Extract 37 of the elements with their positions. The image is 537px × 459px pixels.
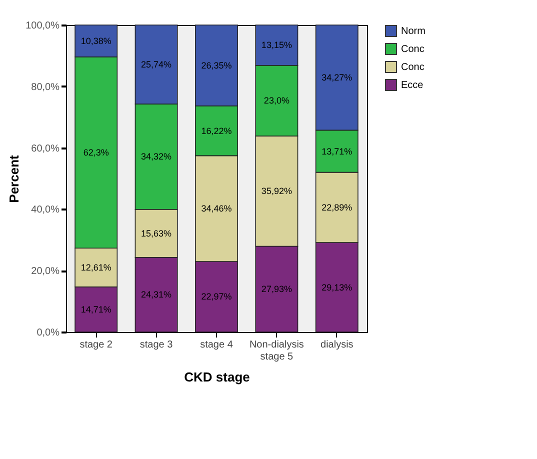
data-label: 25,74% (141, 60, 172, 70)
y-tick-label: 20,0% (31, 266, 60, 278)
x-tick-label: dialysis (320, 340, 354, 350)
data-label: 34,27% (322, 72, 352, 83)
y-tick-label: 100,0% (26, 20, 60, 32)
legend-label: Conc (401, 62, 424, 73)
data-label: 16,22% (201, 126, 232, 136)
data-label: 23,0% (264, 96, 290, 106)
data-label: 62,3% (83, 147, 109, 158)
data-label: 14,71% (80, 304, 112, 314)
legend-label: Norm (401, 26, 426, 37)
data-label: 27,93% (261, 284, 292, 294)
x-tick-label: stage 3 (140, 340, 174, 350)
x-axis-title: CKD stage (184, 370, 250, 384)
data-label: 13,15% (261, 40, 292, 50)
data-label: 13,71% (322, 146, 352, 156)
data-label: 26,35% (201, 60, 232, 70)
data-label: 34,32% (141, 152, 172, 162)
data-label: 15,63% (141, 228, 172, 238)
data-label: 10,38% (80, 36, 112, 46)
legend-label: Ecce (401, 80, 424, 91)
data-label: 22,97% (201, 292, 232, 302)
data-label: 12,61% (80, 262, 112, 272)
data-label: 34,46% (201, 204, 232, 214)
data-label: 24,31% (141, 290, 172, 300)
legend-label: Conc (401, 44, 424, 55)
data-label: 22,89% (322, 202, 352, 212)
x-tick-label: stage 2 (80, 340, 113, 350)
data-label: 29,13% (322, 282, 352, 292)
x-tick-label: Non-dialysis stage 5 (249, 340, 304, 362)
y-tick-label: 80,0% (31, 82, 60, 93)
y-tick-label: 60,0% (31, 143, 60, 154)
data-label: 35,92% (261, 186, 292, 196)
y-axis-title: Percent (6, 154, 22, 203)
y-tick-label: 0,0% (36, 328, 60, 338)
y-tick-label: 40,0% (31, 204, 60, 216)
x-tick-label: stage 4 (200, 340, 234, 350)
